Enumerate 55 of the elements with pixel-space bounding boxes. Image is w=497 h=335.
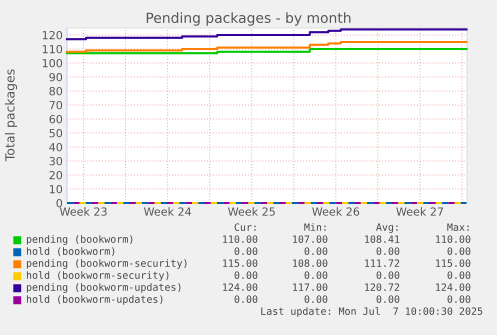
text: 0.00	[376, 247, 400, 255]
x-tick-label: Week 26	[312, 207, 360, 216]
text: 0.00	[448, 295, 470, 303]
y-tick-label: 60	[49, 114, 62, 124]
x-tick-label: Week 24	[144, 207, 192, 216]
y-tick-label: 100	[42, 58, 62, 68]
text: 0.00	[304, 247, 328, 255]
y-tick-label: 120	[42, 30, 62, 40]
text: 110.00	[223, 235, 258, 243]
x-tick-label: Week 25	[228, 207, 275, 216]
text: 0.00	[234, 247, 258, 255]
text: Last update: Mon Jul 7 10:00:30 2025	[261, 307, 482, 317]
text: 0.00	[304, 271, 328, 279]
y-tick-label: 20	[50, 170, 62, 180]
y-tick-label: 80	[49, 86, 62, 96]
legend-label: hold (bookworm)	[26, 247, 114, 256]
legend-label: hold (bookworm-updates)	[26, 295, 162, 305]
text: 0.00	[304, 295, 328, 303]
text: Avg:	[376, 223, 398, 233]
text: 110.00	[436, 235, 470, 243]
text: Min:	[304, 223, 326, 231]
text: 111.72	[365, 259, 400, 267]
legend-label: pending (bookworm-updates)	[26, 283, 180, 293]
y-tick-label: 10	[50, 184, 62, 194]
x-tick-label: Week 23	[60, 207, 107, 216]
legend-label: pending (bookworm)	[26, 235, 132, 245]
y-tick-label: 0	[56, 198, 62, 208]
y-tick-label: 110	[42, 44, 62, 54]
text: 124.00	[436, 283, 470, 291]
text: 107.00	[293, 235, 328, 243]
text: 0.00	[234, 271, 258, 279]
text: Cur:	[234, 223, 256, 231]
x-tick-label: Week 27	[396, 207, 444, 216]
text: 115.00	[223, 259, 258, 267]
text: 124.00	[223, 283, 258, 291]
y-tick-label: 40	[49, 142, 62, 152]
legend-label: pending (bookworm-security)	[26, 259, 186, 269]
text: 0.00	[376, 271, 400, 279]
text: 117.00	[293, 283, 328, 291]
text: 0.00	[448, 247, 470, 255]
text: 108.41	[365, 235, 400, 243]
y-tick-label: 70	[50, 100, 62, 110]
chart-title: Pending packages - by month	[146, 12, 350, 26]
y-tick-label: 50	[50, 128, 62, 138]
text: 120.72	[365, 283, 400, 291]
text: 0.00	[376, 295, 400, 303]
y-axis-title: Total packages	[4, 69, 18, 162]
text: 108.00	[293, 259, 328, 267]
text: 115.00	[436, 259, 470, 267]
y-tick-label: 30	[50, 156, 62, 166]
legend-label: hold (bookworm-security)	[26, 271, 168, 281]
text: Max:	[447, 223, 469, 231]
y-tick-label: 90	[49, 72, 62, 82]
text: 0.00	[448, 271, 470, 279]
text: 0.00	[234, 295, 258, 303]
